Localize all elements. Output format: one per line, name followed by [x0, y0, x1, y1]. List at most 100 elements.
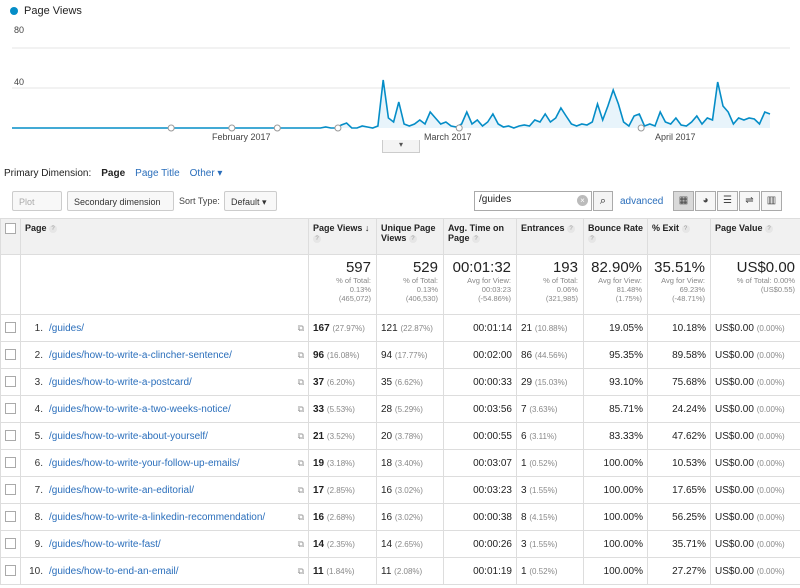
open-page-icon[interactable]: ⧉	[297, 538, 304, 549]
header-entrances[interactable]: Entrances ?	[516, 218, 584, 255]
sort-type-label: Sort Type:	[179, 196, 220, 206]
pivot-view-icon[interactable]: ▥	[761, 191, 782, 211]
row-checkbox[interactable]	[5, 457, 16, 469]
open-page-icon[interactable]: ⧉	[297, 430, 304, 441]
row-index: 8.	[34, 511, 43, 523]
page-views-value: 19	[313, 457, 325, 469]
page-link[interactable]: /guides/how-to-write-fast/	[49, 538, 161, 550]
x-label-march: March 2017	[424, 132, 472, 142]
page-views-value: 167	[313, 322, 330, 334]
page-link[interactable]: /guides/how-to-write-a-postcard/	[49, 376, 192, 388]
total-note: 0.13%	[349, 285, 371, 294]
help-icon[interactable]: ?	[681, 224, 690, 233]
help-icon[interactable]: ?	[313, 234, 321, 243]
row-checkbox[interactable]	[5, 376, 16, 388]
unique-views-pct: (2.65%)	[394, 539, 423, 549]
page-value-pct: (0.00%)	[756, 377, 785, 387]
help-icon[interactable]: ?	[49, 224, 58, 233]
open-page-icon[interactable]: ⧉	[297, 322, 304, 333]
page-link[interactable]: /guides/how-to-write-a-linkedin-recommen…	[49, 511, 266, 523]
row-checkbox[interactable]	[5, 484, 16, 496]
row-checkbox[interactable]	[5, 565, 16, 577]
page-value: US$0.00	[715, 565, 754, 577]
page-value-pct: (0.00%)	[756, 350, 785, 360]
help-icon[interactable]: ?	[567, 224, 576, 233]
total-value: US$0.00	[736, 259, 795, 276]
entrances-pct: (10.88%)	[534, 323, 568, 333]
page-link[interactable]: /guides/how-to-end-an-email/	[49, 565, 179, 577]
sort-type-dropdown[interactable]: Default ▾	[224, 191, 277, 211]
advanced-filter-link[interactable]: advanced	[620, 196, 664, 207]
row-checkbox[interactable]	[5, 511, 16, 523]
help-icon[interactable]: ?	[588, 234, 596, 243]
page-views-value: 21	[313, 430, 325, 442]
dimension-page-title[interactable]: Page Title	[135, 168, 180, 179]
dimension-page[interactable]: Page	[101, 168, 126, 179]
table-view-icon[interactable]: ▦	[673, 191, 694, 211]
avg-time-value: 00:01:14	[443, 314, 517, 342]
page-link[interactable]: /guides/how-to-write-a-two-weeks-notice/	[49, 403, 231, 415]
row-checkbox[interactable]	[5, 349, 16, 361]
open-page-icon[interactable]: ⧉	[297, 376, 304, 387]
total-note: (1.75%)	[615, 294, 642, 303]
primary-dimension-bar: Primary Dimension: Page Page Title Other…	[4, 168, 222, 179]
row-index: 2.	[34, 349, 43, 361]
x-label-april: April 2017	[655, 132, 696, 142]
total-cell: 193% of Total: 0.06% (321,985)	[516, 254, 584, 315]
help-icon[interactable]: ?	[408, 234, 417, 243]
header-bounce-rate[interactable]: Bounce Rate ?	[583, 218, 648, 255]
help-icon[interactable]: ?	[472, 234, 481, 243]
header-page-views[interactable]: Page Views ↓ ?	[308, 218, 377, 255]
page-views-value: 33	[313, 403, 325, 415]
page-link[interactable]: /guides/how-to-write-your-follow-up-emai…	[49, 457, 240, 469]
page-link[interactable]: /guides/how-to-write-about-yourself/	[49, 430, 208, 442]
dimension-other-dropdown[interactable]: Other ▾	[189, 168, 223, 179]
page-value-pct: (0.00%)	[756, 404, 785, 414]
comparison-view-icon[interactable]: ⇌	[739, 191, 760, 211]
header-avg-time[interactable]: Avg. Time on Page ?	[443, 218, 517, 255]
page-value: US$0.00	[715, 430, 754, 442]
clear-filter-icon[interactable]: ×	[577, 195, 588, 206]
avg-time-value: 00:03:07	[443, 449, 517, 477]
row-checkbox[interactable]	[5, 322, 16, 334]
open-page-icon[interactable]: ⧉	[297, 511, 304, 522]
row-index: 6.	[34, 457, 43, 469]
chart-plot[interactable]	[0, 0, 800, 152]
header-page-value[interactable]: Page Value ?	[710, 218, 800, 255]
total-note: 81.48%	[616, 285, 642, 294]
open-page-icon[interactable]: ⧉	[297, 349, 304, 360]
performance-view-icon[interactable]: ☰	[717, 191, 738, 211]
select-all-checkbox[interactable]	[0, 218, 21, 255]
page-views-chart[interactable]: Page Views 80 40 February 2017 March 201…	[0, 0, 800, 153]
page-views-pct: (3.18%)	[326, 458, 355, 468]
header-unique-page-views[interactable]: Unique Page Views ?	[376, 218, 444, 255]
header-page[interactable]: Page ?	[20, 218, 309, 255]
page-link[interactable]: /guides/	[49, 322, 85, 334]
total-note: 0.06%	[556, 285, 578, 294]
open-page-icon[interactable]: ⧉	[297, 403, 304, 414]
plot-rows-button[interactable]: Plot Rows	[12, 191, 62, 227]
total-note: 69.23%	[679, 285, 705, 294]
table-filter-input[interactable]: /guides ×	[474, 191, 592, 211]
open-page-icon[interactable]: ⧉	[297, 457, 304, 468]
search-icon[interactable]: ⌕	[593, 191, 613, 211]
unique-views-pct: (3.78%)	[394, 431, 423, 441]
row-index: 1.	[34, 322, 43, 334]
table-row: 3. /guides/how-to-write-a-postcard/ ⧉ 37 (6…	[0, 368, 800, 396]
secondary-dimension-dropdown[interactable]: Secondary dimension ▾	[67, 191, 174, 227]
collapse-chart-toggle[interactable]: ▾	[382, 140, 420, 153]
row-checkbox[interactable]	[5, 538, 16, 550]
page-link[interactable]: /guides/how-to-write-a-clincher-sentence…	[49, 349, 232, 361]
page-link[interactable]: /guides/how-to-write-an-editorial/	[49, 484, 195, 496]
pie-view-icon[interactable]: ◕	[695, 191, 716, 211]
page-views-pct: (2.35%)	[326, 539, 355, 549]
row-checkbox[interactable]	[5, 430, 16, 442]
chart-legend[interactable]: Page Views	[10, 5, 82, 17]
open-page-icon[interactable]: ⧉	[297, 484, 304, 495]
header-exit[interactable]: % Exit ?	[647, 218, 711, 255]
total-value: 00:01:32	[452, 259, 511, 276]
row-checkbox[interactable]	[5, 403, 16, 415]
page-value: US$0.00	[715, 457, 754, 469]
help-icon[interactable]: ?	[765, 224, 774, 233]
open-page-icon[interactable]: ⧉	[297, 565, 304, 576]
